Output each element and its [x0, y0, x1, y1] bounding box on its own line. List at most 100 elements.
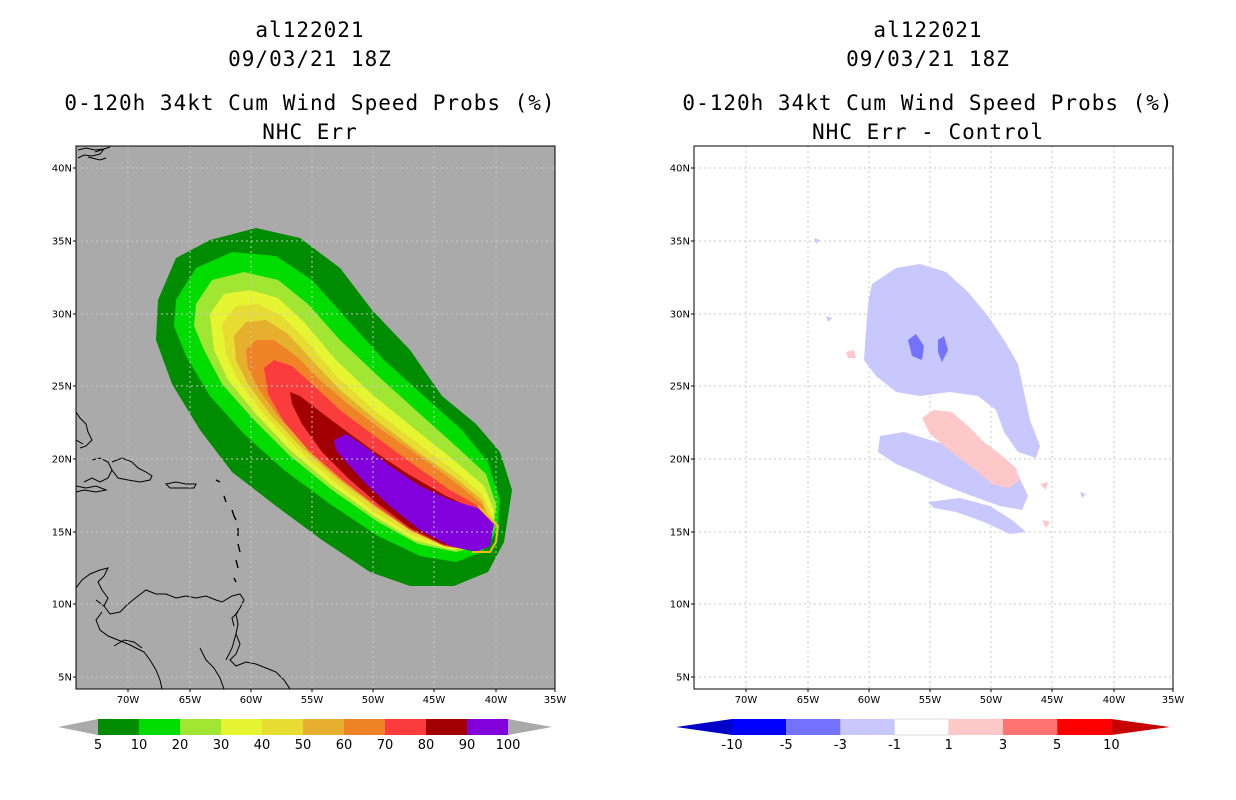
lon-label: 60W: [858, 695, 881, 706]
colorbar-label: 60: [336, 738, 353, 753]
lat-label: 25N: [52, 382, 72, 393]
right-difference-field: [814, 238, 1086, 534]
left-frame: [75, 145, 556, 690]
colorbar-swatch: [467, 719, 508, 735]
colorbar-label: 40: [254, 738, 271, 753]
lon-label: 60W: [240, 695, 263, 706]
diff-negative-area-north: [864, 264, 1040, 458]
lat-label: 5N: [58, 673, 72, 684]
colorbar-label: -1: [888, 738, 901, 753]
colorbar-label: 5: [1053, 738, 1061, 753]
colorbar-label: 70: [377, 738, 394, 753]
colorbar-label: 5: [94, 738, 102, 753]
lon-label: 50W: [980, 695, 1003, 706]
colorbar-arrow-high: [508, 719, 552, 735]
left-map: 40N 35N 30N 25N 20N 15N 10N 5N 70W 65W 60W 55W 50W 4…: [52, 145, 567, 706]
lat-label: 40N: [52, 164, 72, 175]
lon-label: 40W: [1103, 695, 1126, 706]
left-subtitle: 0-120h 34kt Cum Wind Speed Probs (%) NHC…: [60, 89, 560, 147]
diff-positive-speck-b: [1040, 482, 1048, 490]
colorbar-swatch: [894, 718, 950, 736]
diff-positive-area: [922, 410, 1020, 488]
lon-label: 70W: [735, 695, 758, 706]
lon-label: 45W: [1041, 695, 1064, 706]
colorbar-arrow-high: [1111, 719, 1170, 735]
lat-label: 10N: [52, 600, 72, 611]
right-colorbar: -10 -5 -3 -1 1 3 5 10: [676, 718, 1170, 753]
colorbar-label: 80: [418, 738, 435, 753]
right-datetime: 09/03/21 18Z: [846, 47, 1010, 71]
colorbar-label: -3: [834, 738, 847, 753]
colorbar-label: 100: [496, 738, 521, 753]
right-subtitle: 0-120h 34kt Cum Wind Speed Probs (%) NHC…: [678, 89, 1178, 147]
colorbar-swatch: [221, 719, 262, 735]
lat-label: 30N: [52, 310, 72, 321]
lon-label: 65W: [179, 695, 202, 706]
right-lon-labels: 70W 65W 60W 55W 50W 45W 40W 35W: [735, 689, 1185, 706]
colorbar-label: 10: [1103, 738, 1120, 753]
diff-minus-3-spot-b: [938, 336, 948, 362]
colorbar-swatch: [139, 719, 180, 735]
left-datetime: 09/03/21 18Z: [228, 47, 392, 71]
colorbar-label: -5: [780, 738, 793, 753]
colorbar-label: 50: [295, 738, 312, 753]
lon-label: 55W: [301, 695, 324, 706]
right-product: 0-120h 34kt Cum Wind Speed Probs (%): [682, 91, 1174, 115]
colorbar-swatch: [948, 719, 1003, 735]
right-lat-labels: 40N 35N 30N 25N 20N 15N 10N 5N: [670, 164, 694, 684]
lat-label: 25N: [670, 382, 690, 393]
left-storm-id: al122021: [255, 18, 365, 42]
colorbar-arrow-low: [58, 719, 98, 735]
colorbar-swatch: [303, 719, 344, 735]
left-lat-labels: 40N 35N 30N 25N 20N 15N 10N 5N: [52, 164, 76, 684]
left-lon-labels: 70W 65W 60W 55W 50W 45W 40W 35W: [117, 689, 567, 706]
lon-label: 55W: [919, 695, 942, 706]
colorbar-swatch: [385, 719, 426, 735]
right-map: 40N 35N 30N 25N 20N 15N 10N 5N 70W 65W 60W 55W 50W 4…: [670, 145, 1185, 706]
diff-positive-speck-c: [1042, 520, 1050, 528]
lon-label: 45W: [423, 695, 446, 706]
colorbar-label: -10: [721, 738, 742, 753]
lat-label: 20N: [52, 455, 72, 466]
left-title: al122021 09/03/21 18Z: [60, 16, 560, 74]
colorbar-label: 30: [213, 738, 230, 753]
band-90-100: [334, 434, 494, 552]
colorbar-label: 90: [459, 738, 476, 753]
left-colorbar: 5 10 20 30 40 50 60 70 80 90 100: [58, 719, 552, 753]
colorbar-label: 3: [999, 738, 1007, 753]
lat-label: 5N: [676, 673, 690, 684]
colorbar-swatch: [426, 719, 467, 735]
lat-label: 20N: [670, 455, 690, 466]
lon-label: 35W: [1162, 695, 1185, 706]
colorbar-arrow-low: [676, 719, 732, 735]
colorbar-swatch: [98, 719, 139, 735]
diff-negative-tail: [928, 498, 1026, 534]
lon-label: 50W: [362, 695, 385, 706]
colorbar-swatch: [1003, 719, 1058, 735]
right-storm-id: al122021: [873, 18, 983, 42]
diff-negative-speck-a: [814, 238, 820, 244]
lon-label: 35W: [544, 695, 567, 706]
lat-label: 15N: [670, 528, 690, 539]
lon-label: 40W: [485, 695, 508, 706]
left-product-subtitle: NHC Err: [262, 120, 358, 144]
colorbar-swatch: [840, 719, 895, 735]
colorbar-label: 1: [945, 738, 953, 753]
colorbar-swatch: [180, 719, 221, 735]
colorbar-swatch: [344, 719, 385, 735]
lat-label: 10N: [670, 600, 690, 611]
diff-negative-area-south: [878, 432, 1028, 510]
colorbar-label: 10: [131, 738, 148, 753]
right-title: al122021 09/03/21 18Z: [678, 16, 1178, 74]
colorbar-swatch: [1057, 719, 1112, 735]
lat-label: 15N: [52, 528, 72, 539]
colorbar-swatch: [732, 719, 787, 735]
swath-edge: [472, 505, 500, 553]
right-frame: [693, 145, 1174, 690]
diff-negative-speck-c: [826, 316, 832, 322]
lat-label: 30N: [670, 310, 690, 321]
diff-minus-3-spot-a: [908, 334, 924, 360]
lat-label: 40N: [670, 164, 690, 175]
lon-label: 65W: [797, 695, 820, 706]
